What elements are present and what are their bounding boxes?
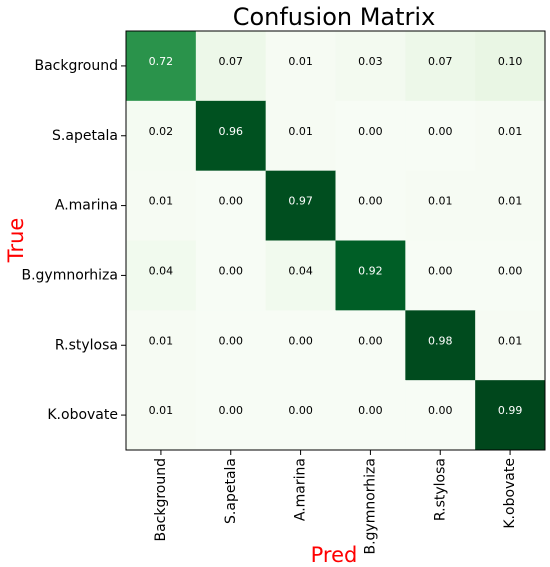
- x-axis-ticks: Background S.apetala A.marina B.gymnorhiza R…: [153, 450, 518, 555]
- heatmap-cell-value: 0.04: [288, 264, 313, 277]
- heatmap-cell: [335, 31, 406, 102]
- heatmap-cell-value: 0.72: [149, 55, 174, 68]
- heatmap-cell-value: 0.00: [358, 195, 383, 208]
- heatmap-cell: [195, 380, 267, 451]
- heatmap-cell: [335, 310, 406, 381]
- heatmap-cell: [195, 310, 267, 381]
- heatmap-cell-value: 0.00: [288, 334, 313, 347]
- heatmap-cell-value: 0.99: [498, 404, 523, 417]
- x-tick-label: A.marina: [293, 458, 309, 521]
- heatmap-cell: [405, 310, 476, 381]
- y-tick-label: S.apetala: [52, 128, 118, 144]
- heatmap-cell-value: 0.96: [219, 125, 244, 138]
- x-tick-label: S.apetala: [223, 458, 239, 524]
- y-tick-label: Background: [34, 58, 118, 74]
- heatmap-cell-value: 0.00: [219, 195, 244, 208]
- heatmap-cell: [126, 310, 197, 381]
- heatmap-cell: [126, 380, 197, 451]
- heatmap-cells: [126, 31, 546, 451]
- y-axis-ticks: Background S.apetala A.marina B.gymnorhiza R…: [21, 58, 126, 423]
- heatmap-cell: [265, 100, 336, 172]
- heatmap-cell-value: 0.02: [149, 125, 174, 138]
- heatmap-cell: [265, 170, 336, 241]
- y-tick-label: K.obovate: [47, 407, 118, 423]
- chart-title: Confusion Matrix: [233, 3, 436, 31]
- heatmap-cell-labels: 0.72 0.07 0.01 0.03 0.07 0.10 0.02 0.96 0.01 0.00…: [149, 55, 523, 417]
- y-tick-label: B.gymnorhiza: [21, 267, 118, 283]
- heatmap-cell-value: 0.01: [149, 404, 174, 417]
- heatmap-cell-value: 0.01: [498, 125, 523, 138]
- x-tick-label: Background: [153, 458, 169, 542]
- heatmap-cell: [475, 170, 546, 241]
- heatmap-cell: [126, 100, 197, 172]
- heatmap-cell: [335, 170, 406, 241]
- heatmap-cell: [195, 170, 267, 241]
- heatmap-cell: [405, 31, 476, 102]
- heatmap-cell-value: 0.01: [428, 195, 453, 208]
- heatmap-cell-value: 0.01: [149, 334, 174, 347]
- heatmap-cell-value: 0.00: [428, 264, 453, 277]
- heatmap-cell-value: 0.01: [288, 125, 313, 138]
- heatmap-cell-value: 0.00: [358, 404, 383, 417]
- heatmap-cell: [335, 100, 406, 172]
- heatmap-cell-value: 0.10: [498, 55, 523, 68]
- heatmap-cell: [195, 100, 267, 172]
- heatmap-cell-value: 0.97: [288, 195, 313, 208]
- heatmap-cell-value: 0.92: [358, 264, 383, 277]
- heatmap-cell: [126, 170, 197, 241]
- x-tick-label: R.stylosa: [432, 458, 448, 521]
- heatmap-cell-value: 0.00: [428, 125, 453, 138]
- heatmap-cell-value: 0.01: [288, 55, 313, 68]
- heatmap-cell: [265, 240, 336, 311]
- heatmap-cell: [405, 380, 476, 451]
- heatmap-cell: [335, 380, 406, 451]
- y-axis-label: True: [4, 218, 28, 264]
- heatmap-cell-value: 0.00: [498, 264, 523, 277]
- heatmap-cell-value: 0.00: [288, 404, 313, 417]
- x-axis-label: Pred: [311, 543, 358, 567]
- heatmap-cell: [475, 31, 546, 102]
- heatmap-cell: [265, 31, 336, 102]
- heatmap-cell-value: 0.98: [428, 334, 453, 347]
- heatmap-cell-value: 0.01: [149, 195, 174, 208]
- heatmap-cell-value: 0.00: [428, 404, 453, 417]
- heatmap-cell-value: 0.00: [358, 334, 383, 347]
- heatmap-cell: [405, 240, 476, 311]
- heatmap-cell: [126, 240, 197, 311]
- heatmap-cell: [475, 310, 546, 381]
- heatmap-cell: [405, 100, 476, 172]
- x-tick-label: K.obovate: [502, 458, 518, 529]
- heatmap-cell-value: 0.00: [219, 264, 244, 277]
- heatmap-cell-value: 0.00: [219, 334, 244, 347]
- heatmap-cell-value: 0.03: [358, 55, 383, 68]
- heatmap-cell: [126, 31, 197, 102]
- heatmap-cell-value: 0.00: [219, 404, 244, 417]
- heatmap-cell: [265, 380, 336, 451]
- heatmap-cell-value: 0.01: [498, 334, 523, 347]
- y-tick-label: A.marina: [55, 198, 118, 214]
- heatmap-cell-value: 0.07: [428, 55, 453, 68]
- heatmap-cell-value: 0.00: [358, 125, 383, 138]
- heatmap-cell-value: 0.01: [498, 195, 523, 208]
- heatmap-cell: [195, 240, 267, 311]
- heatmap-cell: [335, 240, 406, 311]
- y-tick-label: R.stylosa: [55, 337, 118, 353]
- heatmap-cell: [405, 170, 476, 241]
- heatmap-cell: [475, 100, 546, 172]
- heatmap-cell-value: 0.07: [219, 55, 244, 68]
- heatmap-cell: [265, 310, 336, 381]
- x-tick-label: B.gymnorhiza: [362, 458, 378, 555]
- heatmap-cell: [475, 380, 546, 451]
- heatmap-cell-value: 0.04: [149, 264, 174, 277]
- heatmap-cell: [195, 31, 267, 102]
- heatmap-cell: [475, 240, 546, 311]
- plot-frame: [125, 30, 546, 451]
